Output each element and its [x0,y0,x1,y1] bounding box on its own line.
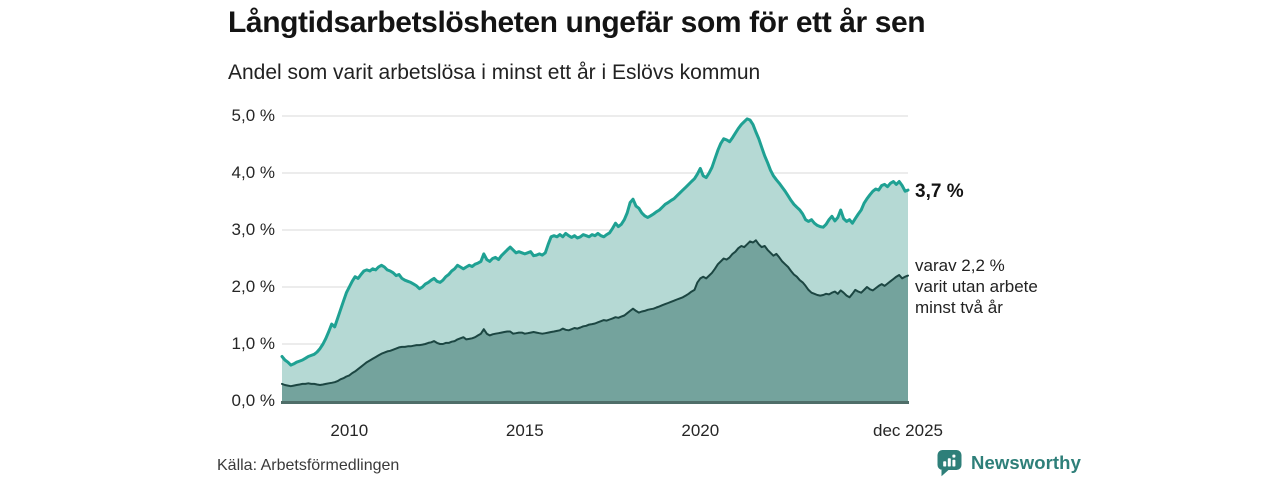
brand-name: Newsworthy [971,452,1081,473]
y-tick-label: 5,0 % [231,106,275,125]
y-axis: 0,0 % 1,0 % 2,0 % 3,0 % 4,0 % 5,0 % [0,0,277,480]
y-tick-label: 2,0 % [231,277,275,296]
newsworthy-logo-icon [937,450,962,477]
y-tick-label: 3,0 % [231,220,275,239]
series-end-label-total: 3,7 % [915,181,964,203]
series-end-label-secondary: varav 2,2 % varit utan arbete minst två … [915,255,1038,318]
logo-bar-3 [952,459,956,467]
x-tick-label: dec 2025 [873,421,943,440]
logo-bar-1 [943,461,947,467]
area-series-1 [282,240,908,401]
x-tick-label: 2020 [681,421,720,440]
page-title: Långtidsarbetslösheten ungefär som för e… [228,6,926,39]
line-series-1 [281,239,909,388]
newsworthy-logo[interactable]: Newsworthy [936,448,1081,478]
x-tick-label: 2015 [505,421,544,440]
series-end-label-secondary-line3: minst två år [915,297,1003,317]
logo-dot [952,454,956,458]
series-end-label-secondary-line2: varit utan arbete [915,276,1038,296]
series-end-label-secondary-line1: varav 2,2 % [915,255,1005,275]
logo-bar-2 [947,458,951,467]
source-caption: Källa: Arbetsförmedlingen [217,457,400,474]
x-tick-label: 2010 [330,421,369,440]
chart-subtitle: Andel som varit arbetslösa i minst ett å… [228,61,761,84]
y-tick-label: 4,0 % [231,163,275,182]
y-tick-label: 0,0 % [231,391,275,410]
line-series-0 [280,117,910,367]
x-axis: 2010 2015 2020 dec 2025 [0,421,1280,445]
y-tick-label: 1,0 % [231,334,275,353]
